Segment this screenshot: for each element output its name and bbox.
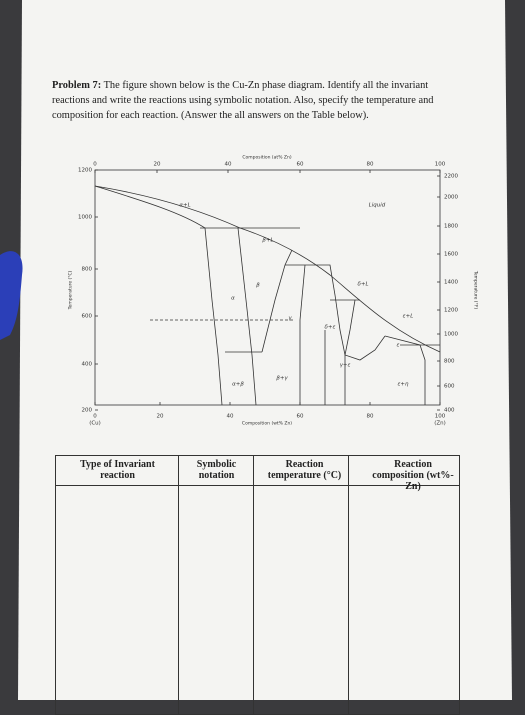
phase-label: α+β [232,382,244,388]
epsilon-right [344,299,356,405]
problem-label: Problem 7: [52,80,102,91]
top-tick-label: 40 [225,162,232,168]
table-column [254,456,349,714]
beta-boundary [237,227,257,406]
phase-label: α [231,296,235,302]
top-tick-label: 0 [93,162,97,168]
problem-statement: Problem 7: The figure shown below is the… [52,78,462,123]
phase-label: δ+ε [325,325,336,331]
left-tick-label: 1000 [78,215,92,221]
table-header: Reaction temperature (°C) [254,456,349,486]
table-column [56,456,179,714]
bottom-tick-label: 40 [227,414,234,420]
phase-label: ε [397,343,400,349]
phase-label: β+γ [276,376,288,382]
problem-text: The figure shown below is the Cu-Zn phas… [52,80,434,121]
eta-boundary [384,335,426,405]
phase-diagram: Composition (at% Zn)0 20 40 60 80 10012001000… [68,155,479,427]
gamma-left [261,249,293,353]
top-tick-label: 100 [435,162,446,168]
right-tick-label: 1400 [444,280,458,286]
right-tick-label: 600 [444,384,455,390]
right-tick-label: 1000 [444,332,458,338]
phase-label: ε+L [403,314,414,320]
gamma-right [299,264,306,405]
bottom-tick-label: 20 [157,414,164,420]
right-tick-label: 1800 [444,224,458,230]
glove [0,251,23,340]
right-tick-label: 2000 [444,195,458,201]
phase-label: γ+ε [340,363,351,369]
phase-label: β+L [262,238,273,244]
paper-sheet [18,0,512,700]
phase-label: ε+η [397,382,409,388]
right-tick-label: 1200 [444,308,458,314]
left-axis-title: Temperature (°C) [68,270,74,310]
plot-frame [94,169,441,406]
phase-label: α+L [179,203,190,209]
answer-table: Type of Invariant reaction Symbolic nota… [55,455,460,715]
top-tick-label: 20 [154,162,161,168]
right-tick-label: 800 [444,359,455,365]
phase-label: δ+L [357,282,368,288]
right-tick-label: 400 [444,408,455,414]
page: {"problem": {"label": "Problem 7:", "tex… [0,0,512,715]
left-tick-label: 600 [82,314,93,320]
left-tick-label: 400 [82,362,93,368]
table-header: Symbolic notation [179,456,254,486]
phase-label: γ [288,316,292,322]
table-header: Reaction composition (wt%-Zn) [349,456,459,492]
table-column [179,456,254,714]
bottom-tick-label: 80 [367,414,374,420]
cu-label: (Cu) [89,421,101,427]
left-tick-label: 1200 [78,168,92,174]
top-axis-title: Composition (at% Zn) [242,155,291,161]
bottom-tick-label: 100 [435,414,446,420]
top-tick-label: 80 [367,162,374,168]
top-tick-label: 60 [297,162,304,168]
bottom-axis-title: Composition (wt% Zn) [242,421,292,427]
phase-label: Liquid [369,203,386,209]
delta-region [285,264,386,361]
left-tick-label: 200 [82,408,93,414]
liquidus [94,185,441,353]
table-header: Type of Invariant reaction [56,456,179,486]
right-tick-label: 2200 [444,174,458,180]
bottom-tick-label: 0 [93,414,97,420]
right-axis-title: Temperature (°F) [473,270,479,310]
right-tick-label: 1600 [444,252,458,258]
zn-label: (Zn) [434,421,446,427]
alpha-boundary [94,185,223,406]
bottom-tick-label: 60 [297,414,304,420]
phase-label: β [256,283,260,289]
left-tick-label: 800 [82,267,93,273]
photo-background: Composition (at% Zn)0 20 40 60 80 10012001000… [0,0,512,700]
